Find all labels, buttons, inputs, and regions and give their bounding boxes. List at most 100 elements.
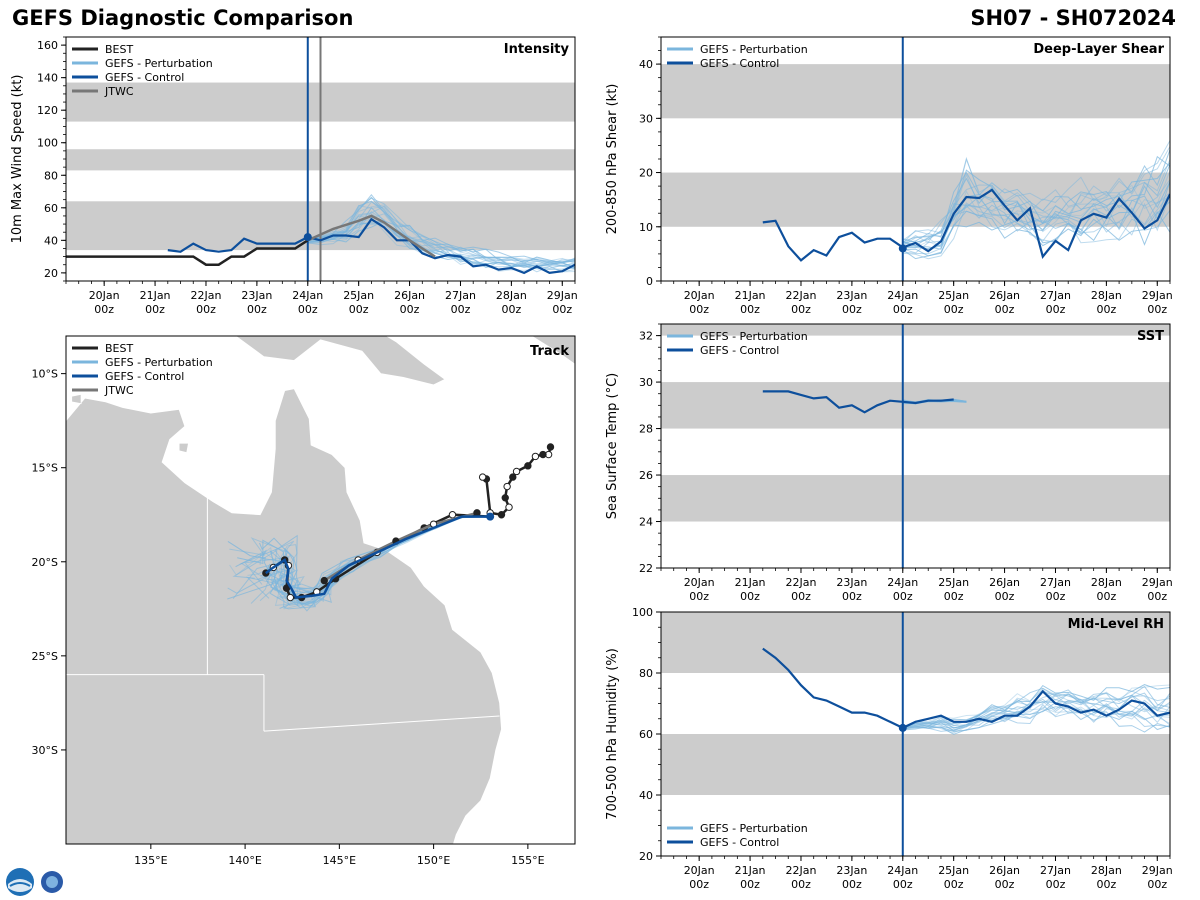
intensity-xtick-day-1: 21Jan xyxy=(140,289,171,302)
shear-xtick-day-8: 28Jan xyxy=(1091,289,1122,302)
sst-xtick-hour-9: 00z xyxy=(1147,590,1167,603)
shear-xtick-day-6: 26Jan xyxy=(989,289,1020,302)
intensity-xtick-day-0: 20Jan xyxy=(89,289,120,302)
intensity-plot-area xyxy=(66,37,575,281)
track-point-0-13 xyxy=(478,473,487,481)
rh-xtick-day-0: 20Jan xyxy=(684,864,715,877)
sst-legend-label-1: GEFS - Control xyxy=(700,344,779,357)
sst-band-1 xyxy=(661,382,1170,429)
sst-xtick-day-7: 27Jan xyxy=(1040,576,1071,589)
page-title: GEFS Diagnostic Comparison xyxy=(12,6,354,30)
rh-xtick-hour-6: 00z xyxy=(995,878,1015,891)
shear-xtick-day-5: 25Jan xyxy=(938,289,969,302)
rh-xtick-day-6: 26Jan xyxy=(989,864,1020,877)
rh-xtick-day-7: 27Jan xyxy=(1040,864,1071,877)
shear-xtick-hour-3: 00z xyxy=(842,303,862,316)
sst-xtick-day-0: 20Jan xyxy=(684,576,715,589)
intensity-perturbation-member-7 xyxy=(307,206,575,268)
shear-xtick-hour-2: 00z xyxy=(791,303,811,316)
shear-xtick-hour-9: 00z xyxy=(1147,303,1167,316)
shear-xtick-hour-8: 00z xyxy=(1096,303,1116,316)
intensity-series-gefs-control xyxy=(167,217,575,275)
rh-ytick-label-0: 20 xyxy=(639,850,653,863)
intensity-legend-label-0: BEST xyxy=(105,43,133,56)
shear-perturbation-member-11 xyxy=(902,173,1170,246)
shear-ytick-label-2: 20 xyxy=(639,167,653,180)
track-xtick-label-3: 150°E xyxy=(417,854,450,867)
track-point-1-1 xyxy=(448,511,457,519)
intensity-xtick-day-5: 25Jan xyxy=(343,289,374,302)
track-ytick-label-0: 10°S xyxy=(32,368,58,381)
shear-legend-label-0: GEFS - Perturbation xyxy=(700,43,808,56)
rh-panel-title: Mid-Level RH xyxy=(1068,617,1164,632)
track-perturbation-member-22 xyxy=(241,515,491,594)
track-ytick-label-4: 30°S xyxy=(32,744,58,757)
track-point-0-8 xyxy=(501,494,509,502)
sst-xtick-hour-6: 00z xyxy=(995,590,1015,603)
axes-layer: 2040608010012014016020Jan00z21Jan00z22Ja… xyxy=(10,36,1173,891)
sst-xtick-day-3: 23Jan xyxy=(836,576,867,589)
shear-xtick-hour-1: 00z xyxy=(740,303,760,316)
intensity-xtick-day-4: 24Jan xyxy=(292,289,323,302)
intensity-xtick-hour-1: 00z xyxy=(145,303,165,316)
rh-xtick-day-5: 25Jan xyxy=(938,864,969,877)
rh-xtick-day-4: 24Jan xyxy=(887,864,918,877)
intensity-xtick-hour-0: 00z xyxy=(94,303,114,316)
rh-ytick-label-3: 80 xyxy=(639,667,653,680)
rh-perturbation-member-14 xyxy=(902,689,1170,729)
shear-xtick-hour-4: 00z xyxy=(893,303,913,316)
rh-band-0 xyxy=(661,734,1170,795)
intensity-ytick-label-6: 140 xyxy=(37,72,58,85)
rh-series-gefs-control xyxy=(762,647,1170,730)
track-legend-label-0: BEST xyxy=(105,342,133,355)
rh-perturbation-member-3 xyxy=(902,704,1170,732)
shear-xtick-day-9: 29Jan xyxy=(1142,289,1173,302)
track-frame xyxy=(65,335,576,845)
intensity-xtick-day-9: 29Jan xyxy=(547,289,578,302)
intensity-legend-label-3: JTWC xyxy=(104,85,134,98)
intensity-ytick-label-1: 40 xyxy=(44,234,58,247)
intensity-xtick-hour-6: 00z xyxy=(400,303,420,316)
melville-island-land xyxy=(71,393,82,405)
shear-xtick-day-2: 22Jan xyxy=(785,289,816,302)
track-series-control xyxy=(265,515,491,599)
rh-xtick-hour-3: 00z xyxy=(842,878,862,891)
intensity-xtick-hour-8: 00z xyxy=(501,303,521,316)
rh-xtick-hour-8: 00z xyxy=(1096,878,1116,891)
rh-init-marker xyxy=(898,723,907,732)
rh-xtick-day-2: 22Jan xyxy=(785,864,816,877)
state-border-3 xyxy=(263,715,500,732)
track-xtick-label-0: 135°E xyxy=(134,854,167,867)
shear-panel-title: Deep-Layer Shear xyxy=(1033,42,1164,57)
intensity-init-marker xyxy=(303,233,312,242)
track-point-0-9 xyxy=(505,503,513,511)
sst-ytick-label-5: 32 xyxy=(639,330,653,343)
solomon-islands-land xyxy=(530,336,575,365)
sst-frame xyxy=(660,323,1171,569)
rh-xtick-hour-7: 00z xyxy=(1046,878,1066,891)
track-point-0-6 xyxy=(509,473,517,481)
rh-legend-label-1: GEFS - Control xyxy=(700,836,779,849)
sst-xtick-day-6: 26Jan xyxy=(989,576,1020,589)
track-point-0-4 xyxy=(524,462,532,470)
sst-ytick-label-4: 30 xyxy=(639,376,653,389)
australia-land xyxy=(66,388,502,844)
track-point-1-7 xyxy=(286,593,295,602)
shear-ytick-label-0: 0 xyxy=(646,275,653,288)
track-init-marker xyxy=(486,512,495,521)
rh-xtick-day-3: 23Jan xyxy=(836,864,867,877)
track-point-3-0 xyxy=(473,509,481,517)
shear-ytick-label-3: 30 xyxy=(639,112,653,125)
cira-logo xyxy=(6,868,63,896)
intensity-series-best xyxy=(66,239,309,266)
sst-ytick-label-1: 24 xyxy=(639,516,653,529)
sst-plot-area xyxy=(661,324,1170,568)
track-point-0-7 xyxy=(503,482,511,491)
track-point-0-3 xyxy=(531,452,540,461)
sst-xtick-hour-5: 00z xyxy=(944,590,964,603)
intensity-xtick-day-7: 27Jan xyxy=(445,289,476,302)
sst-ytick-label-3: 28 xyxy=(639,423,653,436)
track-point-0-5 xyxy=(512,467,521,476)
sst-xtick-day-8: 28Jan xyxy=(1091,576,1122,589)
shear-xtick-hour-5: 00z xyxy=(944,303,964,316)
